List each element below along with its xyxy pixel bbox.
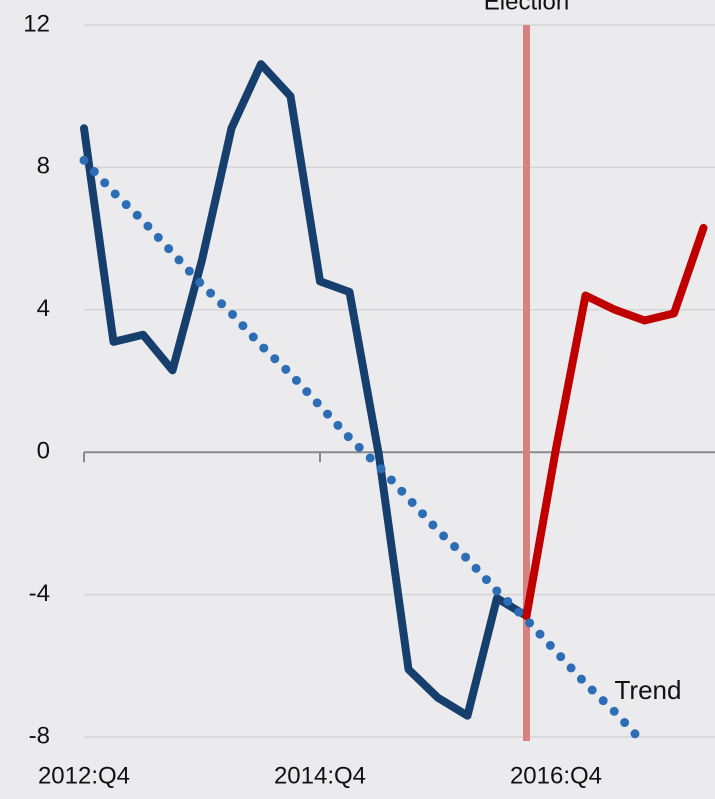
series-label: Trend [615,675,682,705]
y-tick-label: 4 [37,295,50,322]
trend-line [79,155,649,749]
x-tick-label: 2016:Q4 [510,762,602,789]
data-line [522,223,708,620]
x-tick-label: 2012:Q4 [38,762,130,789]
event-label: Election [484,0,569,15]
y-tick-label: 12 [23,10,50,37]
y-tick-label: 8 [37,153,50,180]
data-line [80,60,531,720]
x-tick-label: 2014:Q4 [274,762,366,789]
y-tick-label: -8 [29,722,50,749]
y-tick-label: -4 [29,580,50,607]
y-tick-label: 0 [37,438,50,465]
